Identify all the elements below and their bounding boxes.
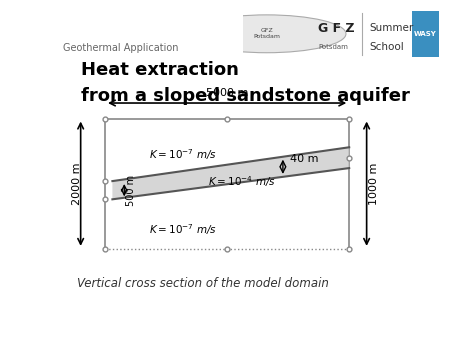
Text: G F Z: G F Z bbox=[318, 22, 355, 34]
Text: Geothermal Application: Geothermal Application bbox=[63, 43, 179, 53]
Text: 500 m: 500 m bbox=[126, 175, 136, 206]
Polygon shape bbox=[112, 147, 349, 199]
Text: WASY: WASY bbox=[414, 31, 437, 37]
Text: Heat extraction: Heat extraction bbox=[81, 62, 238, 79]
Text: School: School bbox=[370, 42, 405, 52]
Text: $K = 10^{-4}$ m/s: $K = 10^{-4}$ m/s bbox=[207, 174, 275, 189]
Text: Potsdam: Potsdam bbox=[318, 44, 348, 50]
Text: 2000 m: 2000 m bbox=[72, 163, 82, 205]
Text: Summer: Summer bbox=[370, 23, 414, 33]
Text: GFZ
Potsdam: GFZ Potsdam bbox=[253, 28, 280, 39]
Text: 1000 m: 1000 m bbox=[369, 163, 378, 205]
FancyBboxPatch shape bbox=[412, 11, 439, 56]
Text: 40 m: 40 m bbox=[290, 154, 318, 164]
Text: 5000 m: 5000 m bbox=[206, 88, 248, 98]
Text: $K = 10^{-7}$ m/s: $K = 10^{-7}$ m/s bbox=[149, 222, 217, 237]
Text: Vertical cross section of the model domain: Vertical cross section of the model doma… bbox=[77, 277, 328, 290]
Text: from a sloped sandstone aquifer: from a sloped sandstone aquifer bbox=[81, 88, 410, 105]
Text: $K = 10^{-7}$ m/s: $K = 10^{-7}$ m/s bbox=[149, 148, 217, 163]
Circle shape bbox=[188, 15, 346, 53]
